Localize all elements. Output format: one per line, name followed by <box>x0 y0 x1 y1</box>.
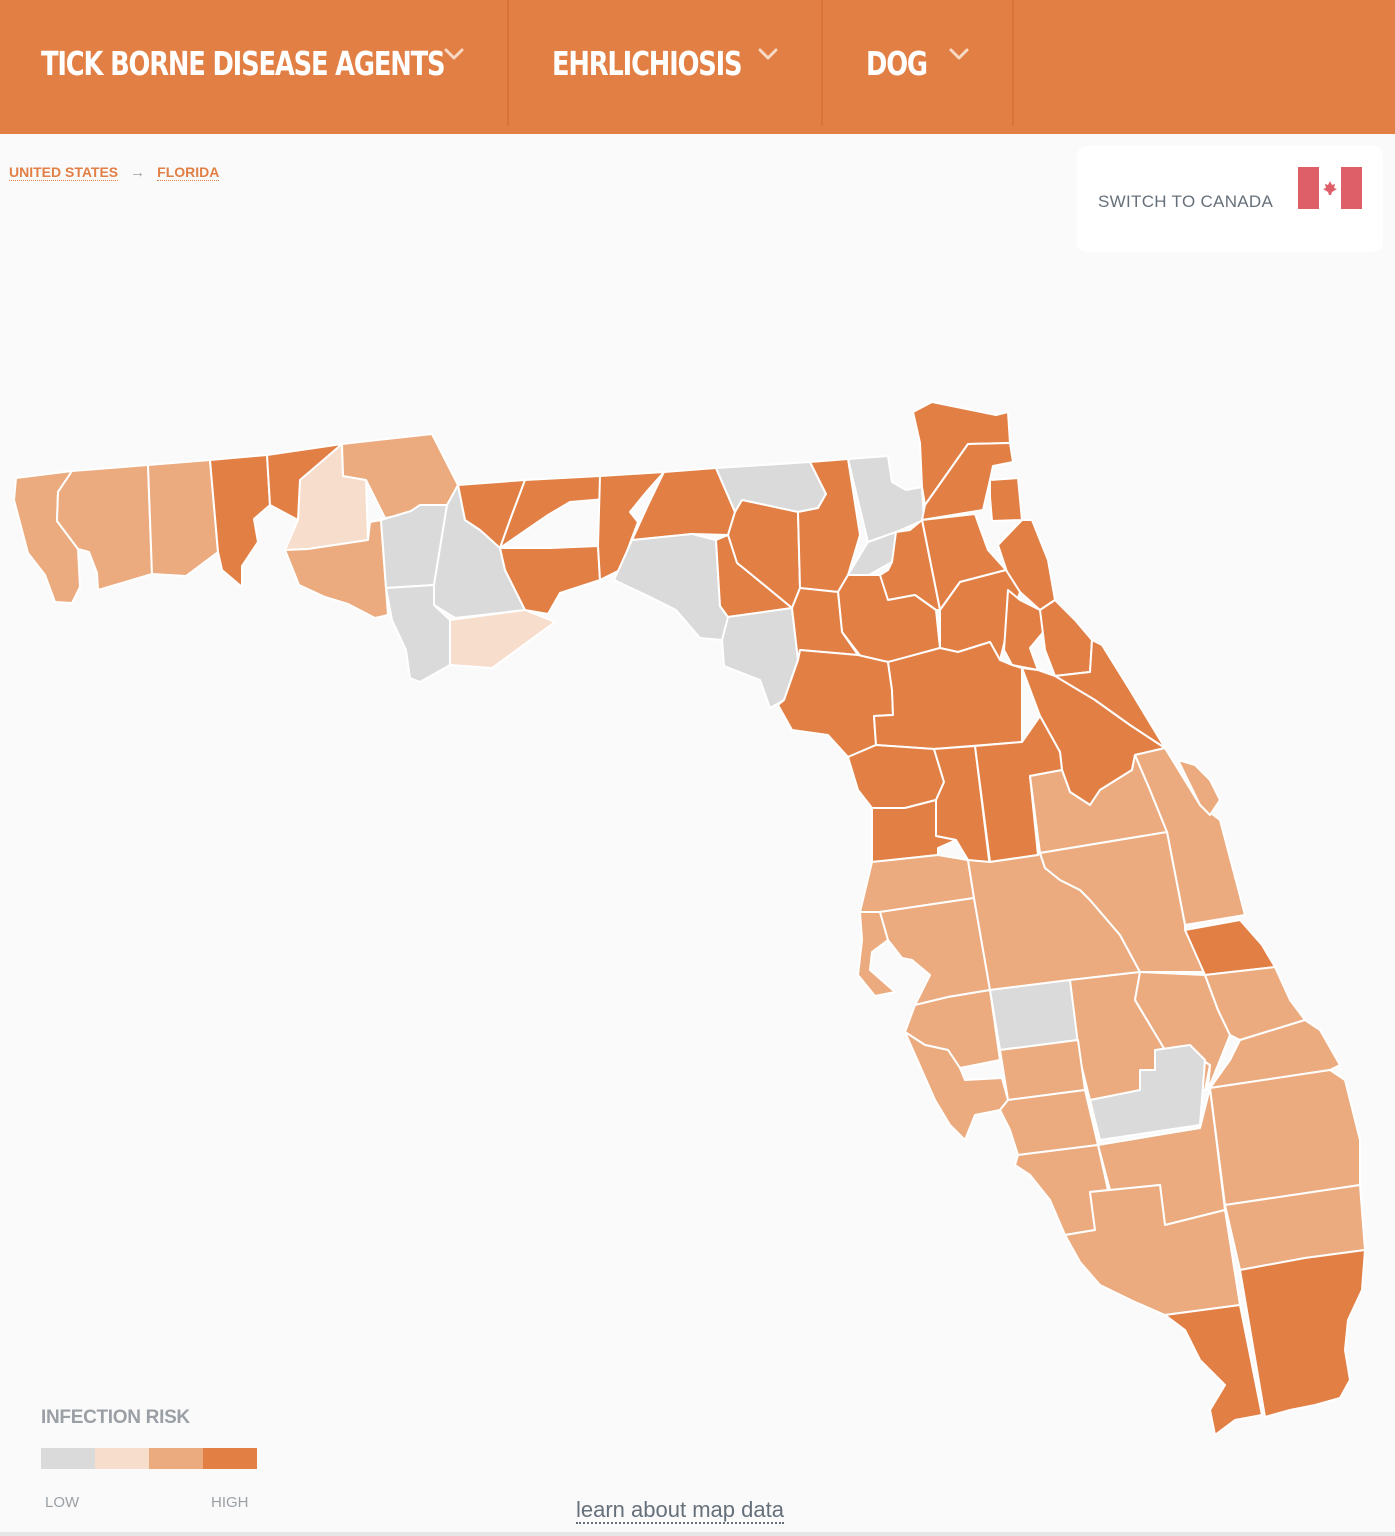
county[interactable] <box>613 533 731 641</box>
menu-disease[interactable]: Ehrlichiosis <box>552 0 795 126</box>
nav-divider <box>507 0 509 126</box>
menu-disease-agents[interactable]: Tick Borne Disease Agents <box>41 0 558 126</box>
county[interactable] <box>147 459 219 577</box>
county[interactable] <box>1054 639 1166 749</box>
county[interactable] <box>1089 1044 1206 1141</box>
county[interactable] <box>715 534 793 618</box>
breadcrumb-arrow-icon: → <box>130 164 146 181</box>
bottom-border <box>0 1532 1395 1536</box>
legend-swatch-high <box>203 1448 257 1469</box>
county[interactable] <box>873 641 1023 750</box>
county[interactable] <box>989 477 1023 522</box>
county[interactable] <box>1134 747 1246 926</box>
menu-disease-agents-label: Tick Borne Disease Agents <box>41 43 446 83</box>
florida-county-risk-map <box>13 401 1366 1436</box>
chevron-down-icon[interactable] <box>757 44 779 64</box>
nav-divider <box>1012 0 1014 126</box>
county[interactable] <box>499 545 601 615</box>
legend-title: INFECTION RISK <box>41 1407 190 1428</box>
county[interactable] <box>385 584 451 683</box>
county[interactable] <box>1239 1249 1366 1418</box>
canada-flag-icon <box>1298 167 1362 209</box>
nav-divider <box>821 0 823 126</box>
legend-swatch-medium-high <box>149 1448 203 1469</box>
county[interactable] <box>1184 919 1276 976</box>
menu-species[interactable]: Dog <box>866 0 944 126</box>
breadcrumb-united-states[interactable]: UNITED STATES <box>9 163 119 181</box>
menu-disease-label: Ehrlichiosis <box>552 43 743 83</box>
learn-about-map-data-link[interactable]: learn about map data <box>576 1497 784 1524</box>
county[interactable] <box>1209 1069 1361 1206</box>
county[interactable] <box>1209 1019 1341 1089</box>
switch-to-canada-label: SWITCH TO CANADA <box>1098 192 1274 211</box>
breadcrumb-florida[interactable]: FLORIDA <box>157 163 220 181</box>
county[interactable] <box>989 979 1079 1051</box>
legend-low-label: LOW <box>45 1494 80 1511</box>
county[interactable] <box>284 519 389 619</box>
chevron-down-icon[interactable] <box>948 44 970 64</box>
switch-to-canada-button[interactable]: SWITCH TO CANADA <box>1077 146 1383 252</box>
county[interactable] <box>1039 599 1093 677</box>
chevron-down-icon[interactable] <box>443 44 465 64</box>
county[interactable] <box>1064 1184 1241 1316</box>
county[interactable] <box>715 461 827 513</box>
county[interactable] <box>879 897 991 1006</box>
legend-swatch-low <box>41 1448 95 1469</box>
county[interactable] <box>921 442 1014 521</box>
legend-color-scale <box>41 1448 257 1469</box>
legend-swatch-low-medium <box>95 1448 149 1469</box>
county[interactable] <box>1164 1304 1263 1436</box>
legend-high-label: HIGH <box>211 1494 249 1511</box>
county[interactable] <box>999 1089 1099 1156</box>
county[interactable] <box>1177 759 1221 816</box>
county[interactable] <box>1003 589 1046 671</box>
menu-species-label: Dog <box>866 43 928 83</box>
county[interactable] <box>209 454 271 588</box>
county[interactable] <box>837 574 941 663</box>
county[interactable] <box>847 744 945 809</box>
top-navigation-bar: Tick Borne Disease Agents Ehrlichiosis D… <box>0 0 1395 134</box>
breadcrumb: UNITED STATES → FLORIDA <box>9 163 220 181</box>
county[interactable] <box>449 609 556 669</box>
county[interactable] <box>1039 831 1206 973</box>
county[interactable] <box>597 471 665 581</box>
